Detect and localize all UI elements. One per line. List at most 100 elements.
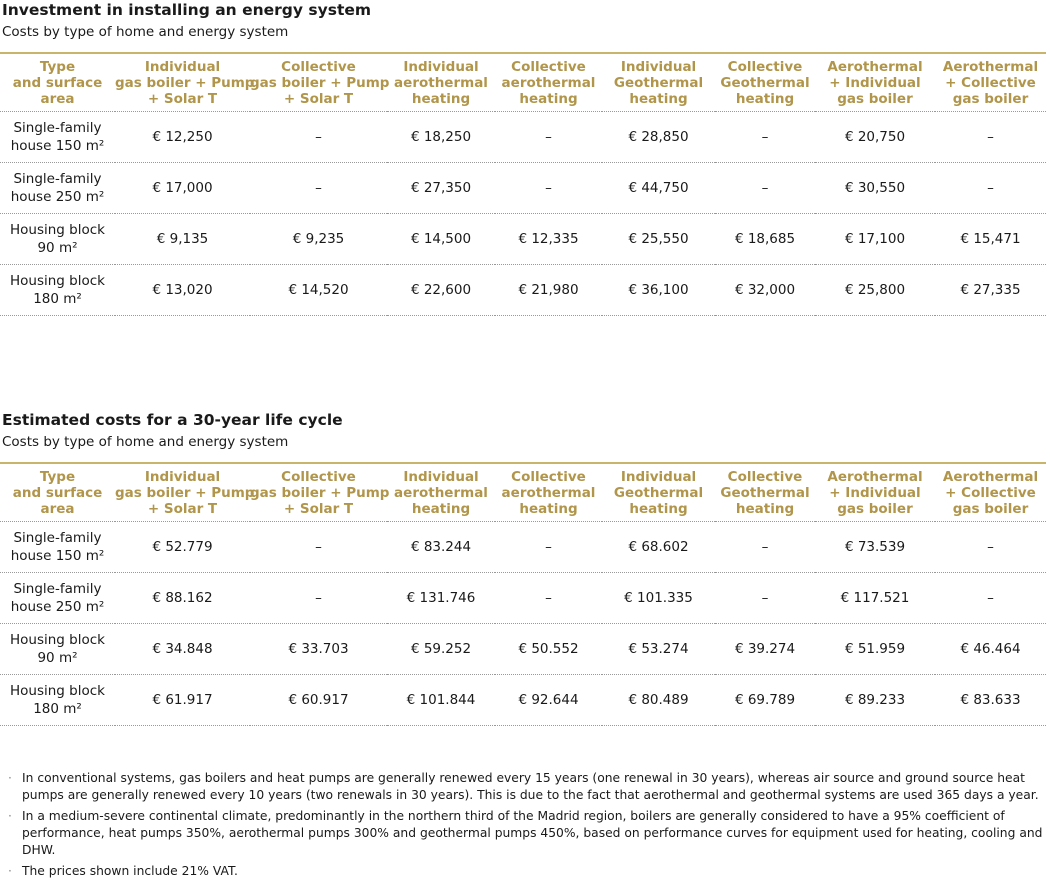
column-header: Type and surface area	[0, 463, 115, 522]
header-line: heating	[735, 500, 795, 517]
column-header: Collective gas boiler + Pump + Solar T	[250, 463, 389, 522]
label-line: house 150 m²	[10, 138, 105, 154]
label-line: 90 m²	[37, 240, 78, 256]
column-header: Individual aerothermal heating	[387, 53, 495, 112]
table-title: Estimated costs for a 30-year life cycle	[2, 411, 343, 429]
cell: –	[935, 162, 1046, 214]
note: In a medium-severe continental climate, …	[0, 808, 1046, 859]
label-line: Housing block	[10, 222, 105, 238]
header-line: Individual	[144, 468, 221, 485]
table-title: Investment in installing an energy syste…	[2, 1, 372, 19]
label-line: house 250 m²	[10, 599, 105, 615]
row-label: Housing block 90 m²	[0, 213, 115, 265]
table-subtitle: Costs by type of home and energy system	[2, 434, 289, 450]
cell: € 53.274	[602, 623, 715, 675]
cell: € 34.848	[115, 623, 250, 675]
header-line: Type	[39, 468, 76, 485]
cell: € 101.335	[602, 572, 715, 624]
header-line: and surface	[12, 74, 103, 91]
row-label: Single-family house 250 m²	[0, 162, 115, 214]
cell: € 20,750	[815, 111, 935, 163]
row: Single-family house 150 m² € 52.779– € 83.2…	[0, 521, 1046, 573]
label-line: Single-family	[13, 530, 102, 546]
note: In conventional systems, gas boilers and…	[0, 770, 1046, 804]
row: Housing block 180 m² € 61.917 € 60.917 € 101…	[0, 674, 1046, 726]
row: Housing block 180 m² € 13,020 € 14,520 € 22,…	[0, 264, 1046, 316]
cell: € 59.252	[387, 623, 495, 675]
header-line: gas boiler + Pump	[115, 484, 255, 501]
header-line: heating	[411, 500, 471, 517]
cell: –	[250, 572, 387, 624]
column-header: Individual Geothermal heating	[602, 463, 715, 522]
cell: € 22,600	[387, 264, 495, 316]
row-label: Single-family house 150 m²	[0, 111, 115, 163]
cell: € 21,980	[495, 264, 602, 316]
label-line: Single-family	[13, 120, 102, 136]
cell: € 83.244	[387, 521, 495, 573]
cell: € 32,000	[715, 264, 815, 316]
header-line: area	[40, 500, 75, 517]
label-line: Single-family	[13, 171, 102, 187]
label-line: Housing block	[10, 632, 105, 648]
cell: € 73.539	[815, 521, 935, 573]
header-line: heating	[735, 90, 795, 107]
cell: –	[715, 521, 815, 573]
header-line: Geothermal	[720, 74, 810, 91]
cell: –	[715, 162, 815, 214]
header-line: Aerothermal	[942, 58, 1039, 75]
cell: –	[495, 572, 602, 624]
cell: –	[250, 111, 387, 163]
header-line: Collective	[511, 58, 586, 75]
header-line: Aerothermal	[827, 468, 923, 485]
table: Type and surface area Individual gas boiler …	[0, 52, 1046, 316]
header-line: Collective	[281, 58, 356, 75]
header-line: Geothermal	[613, 484, 704, 501]
header-line: gas boiler + Pump	[115, 74, 255, 91]
cell: € 12,335	[495, 213, 602, 265]
cell: € 89.233	[815, 674, 935, 726]
column-header: Aerothermal + Collective gas boiler	[935, 463, 1046, 522]
cell: € 44,750	[602, 162, 715, 214]
header-line: Aerothermal	[827, 58, 923, 75]
cell: –	[250, 162, 387, 214]
header-line: + Collective	[945, 484, 1036, 501]
row-label: Single-family house 150 m²	[0, 521, 115, 573]
row: Housing block 90 m² € 9,135 € 9,235 € 14,500…	[0, 213, 1046, 265]
column-header: Individual aerothermal heating	[387, 463, 495, 522]
row-label: Housing block 180 m²	[0, 264, 115, 316]
cell: € 61.917	[115, 674, 250, 726]
cell: € 9,235	[250, 213, 387, 265]
header-line: and surface	[12, 484, 103, 501]
column-header: Collective aerothermal heating	[495, 463, 602, 522]
row-label: Housing block 90 m²	[0, 623, 115, 675]
cell: –	[250, 521, 387, 573]
header-line: + Solar T	[147, 500, 218, 517]
cell: –	[495, 521, 602, 573]
table: Type and surface area Individual gas boiler …	[0, 462, 1046, 726]
cell: € 17,100	[815, 213, 935, 265]
column-header: Individual Geothermal heating	[602, 53, 715, 112]
table-subtitle: Costs by type of home and energy system	[2, 24, 289, 40]
cell: –	[715, 111, 815, 163]
header-line: Collective	[511, 468, 586, 485]
header-line: heating	[629, 500, 688, 517]
cell: € 83.633	[935, 674, 1046, 726]
column-header: Collective gas boiler + Pump + Solar T	[250, 53, 389, 112]
header-line: heating	[629, 90, 688, 107]
header-line: Geothermal	[720, 484, 810, 501]
label-line: house 250 m²	[10, 189, 105, 205]
cell: € 39.274	[715, 623, 815, 675]
header-line: Aerothermal	[942, 468, 1039, 485]
cell: € 14,520	[250, 264, 387, 316]
cell: € 46.464	[935, 623, 1046, 675]
cell: € 131.746	[387, 572, 495, 624]
cell: –	[935, 572, 1046, 624]
row: Single-family house 250 m² € 88.162– € 131.…	[0, 572, 1046, 624]
cell: € 17,000	[115, 162, 250, 214]
row: Single-family house 250 m² € 17,000– € 27,3…	[0, 162, 1046, 214]
header-line: heating	[411, 90, 471, 107]
cell: –	[495, 162, 602, 214]
header-line: aerothermal	[394, 74, 488, 91]
column-header: Individual gas boiler + Pump + Solar T	[115, 463, 255, 522]
